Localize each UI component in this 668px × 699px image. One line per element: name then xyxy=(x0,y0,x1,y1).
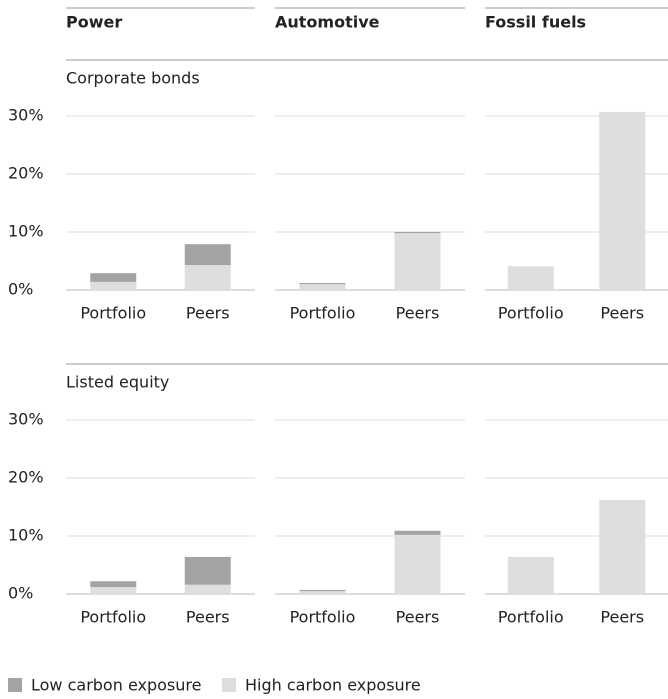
row-title: Listed equity xyxy=(66,373,169,392)
y-tick-label: 30% xyxy=(8,106,44,125)
y-tick-label: 10% xyxy=(8,526,44,545)
x-tick-label: Peers xyxy=(600,304,644,323)
bar-segment xyxy=(90,273,137,282)
bar-segment xyxy=(599,111,646,290)
bar-segment xyxy=(299,591,346,594)
x-tick-label: Portfolio xyxy=(290,304,356,323)
bar-segment xyxy=(394,530,441,535)
bar-segment xyxy=(507,556,554,594)
legend-label: Low carbon exposure xyxy=(31,676,201,695)
column-title: Power xyxy=(66,13,122,32)
column-title: Automotive xyxy=(275,13,380,32)
y-tick-label: 20% xyxy=(8,164,44,183)
bar-segment xyxy=(394,534,441,594)
x-tick-label: Peers xyxy=(600,608,644,627)
legend-swatch xyxy=(222,678,236,692)
y-tick-label: 20% xyxy=(8,468,44,487)
legend-swatch xyxy=(8,678,22,692)
bar-segment xyxy=(507,266,554,290)
x-tick-label: Peers xyxy=(396,304,440,323)
bar-segment xyxy=(90,587,137,594)
bar-segment xyxy=(90,581,137,588)
bar-segment xyxy=(299,284,346,290)
x-tick-label: Portfolio xyxy=(498,608,564,627)
x-tick-label: Peers xyxy=(186,304,230,323)
bar-segment xyxy=(599,500,646,594)
bar-segment xyxy=(184,556,231,585)
bar-segment xyxy=(394,232,441,234)
y-tick-label: 0% xyxy=(8,280,33,299)
x-tick-label: Portfolio xyxy=(290,608,356,627)
bar-segment xyxy=(184,584,231,594)
row-title: Corporate bonds xyxy=(66,69,200,88)
y-tick-label: 0% xyxy=(8,584,33,603)
bar-segment xyxy=(394,233,441,290)
x-tick-label: Peers xyxy=(396,608,440,627)
bar-segment xyxy=(184,265,231,290)
bar-segment xyxy=(299,589,346,592)
bar-segment xyxy=(90,281,137,290)
legend-label: High carbon exposure xyxy=(245,676,421,695)
x-tick-label: Peers xyxy=(186,608,230,627)
column-title: Fossil fuels xyxy=(485,13,586,32)
bar-segment xyxy=(184,244,231,266)
x-tick-label: Portfolio xyxy=(498,304,564,323)
y-tick-label: 10% xyxy=(8,222,44,241)
x-tick-label: Portfolio xyxy=(80,304,146,323)
bar-segment xyxy=(299,283,346,285)
x-tick-label: Portfolio xyxy=(80,608,146,627)
y-tick-label: 30% xyxy=(8,410,44,429)
